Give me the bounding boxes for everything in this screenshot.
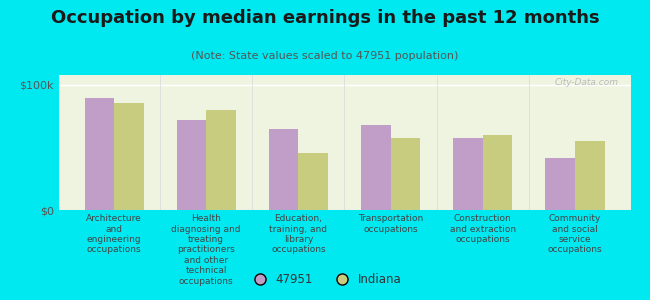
Bar: [177, 120, 206, 210]
Bar: [206, 110, 236, 210]
Bar: [545, 158, 575, 210]
Bar: [84, 98, 114, 210]
Text: (Note: State values scaled to 47951 population): (Note: State values scaled to 47951 popu…: [191, 51, 459, 61]
Bar: [453, 137, 483, 210]
Bar: [575, 141, 604, 210]
Bar: [391, 137, 420, 210]
Bar: [361, 125, 391, 210]
Legend: 47951, Indiana: 47951, Indiana: [244, 269, 406, 291]
Text: City-Data.com: City-Data.com: [555, 78, 619, 87]
Bar: [269, 129, 298, 210]
Bar: [114, 103, 144, 210]
Text: Occupation by median earnings in the past 12 months: Occupation by median earnings in the pas…: [51, 9, 599, 27]
Bar: [298, 152, 328, 210]
Bar: [483, 135, 512, 210]
